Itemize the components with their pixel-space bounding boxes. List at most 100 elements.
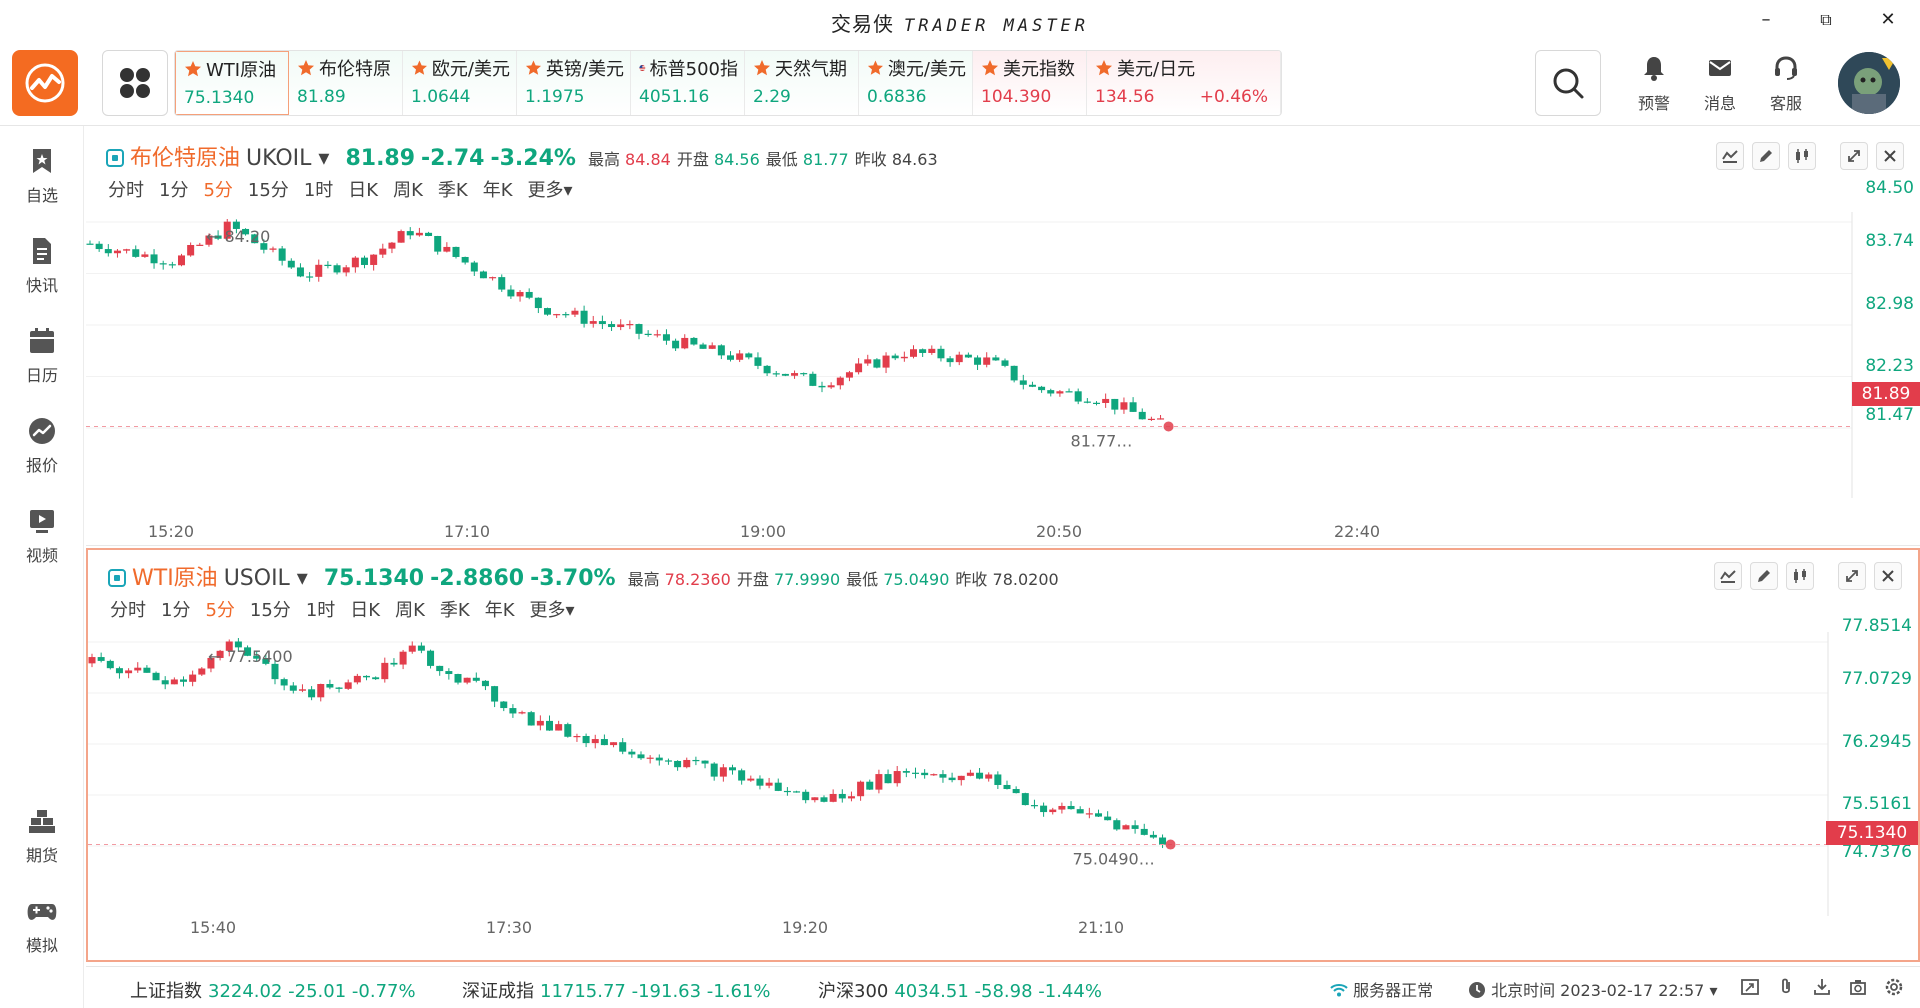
candle-body [783,790,791,793]
wifi-icon [1330,984,1348,997]
candle-body [178,255,185,266]
search-button[interactable] [1535,50,1601,116]
star-icon [411,60,427,75]
low-label: 最低 [765,150,798,169]
chart-type-button[interactable] [1786,562,1814,590]
ticker-item[interactable]: 欧元/美元 1.0644 [403,51,517,115]
ticker-item[interactable]: 布伦特原 81.89 [289,51,403,115]
chart-type-button[interactable] [1788,142,1816,170]
candle-body [406,231,414,236]
ticker-item[interactable]: 澳元/美元 0.6836 [859,51,973,115]
chart-header: WTI原油 USOIL ▾ 75.1340 -2.8860 -3.70% 最高 … [108,560,1059,591]
indicator-button[interactable] [1714,562,1742,590]
candle-body [388,242,396,249]
period-tab[interactable]: 周K [393,180,423,201]
period-tab[interactable]: 分时 [110,600,146,621]
close-chart-button[interactable] [1876,142,1904,170]
period-tab[interactable]: 分时 [108,180,144,201]
expand-button[interactable] [1840,142,1868,170]
instrument-code[interactable]: UKOIL ▾ [246,146,330,171]
draw-button[interactable] [1750,562,1778,590]
sidebar-item-quotes[interactable]: 报价 [0,416,84,476]
minimize-button[interactable]: – [1761,9,1771,30]
window-resize-icon[interactable] [1740,977,1760,997]
indicator-button[interactable] [1716,142,1744,170]
period-tab[interactable]: 周K [395,600,425,621]
messages-button[interactable]: 消息 [1692,54,1748,114]
clock-display[interactable]: 北京时间 2023-02-17 22:57 ▾ [1468,977,1717,1001]
period-tab[interactable]: 15分 [249,600,291,621]
candle-body [610,742,618,746]
close-chart-button[interactable] [1874,562,1902,590]
sidebar-item-news[interactable]: 快讯 [0,236,84,296]
period-tab[interactable]: 年K [484,600,515,621]
draw-button[interactable] [1752,142,1780,170]
instrument-code[interactable]: USOIL ▾ [223,566,308,591]
instrument-name[interactable]: WTI原油 [132,566,218,591]
ticker-item[interactable]: 标普500指 4051.16 [631,51,745,115]
candle-body [159,263,167,265]
candle-body [672,340,680,349]
settings-icon[interactable] [1884,977,1904,997]
app-logo[interactable] [12,50,78,116]
support-button[interactable]: 客服 [1758,54,1814,114]
download-icon[interactable] [1812,977,1832,997]
period-tab[interactable]: 1分 [161,600,191,621]
sidebar-item-simulation[interactable]: 模拟 [0,896,84,956]
period-tab[interactable]: 1时 [305,600,336,621]
candle-body [436,665,444,672]
candle-body [809,373,817,386]
period-tab[interactable]: 日K [350,600,381,621]
ticker-item[interactable]: WTI原油 75.1340 [175,51,289,115]
candle-body [662,334,670,341]
period-tab[interactable]: 更多▾ [529,600,575,621]
candle-body [536,720,544,726]
sidebar-item-watchlist[interactable]: 自选 [0,146,84,206]
candle-body [738,770,746,781]
period-tab[interactable]: 更多▾ [527,180,573,201]
screenshot-icon[interactable] [1848,977,1868,997]
price-axis-label: 75.5161 [1841,794,1912,814]
candle-body [1012,789,1020,794]
candle-body [479,271,487,279]
index-name: 深证成指 [462,981,534,1002]
period-tab[interactable]: 季K [439,600,470,621]
expand-button[interactable] [1838,562,1866,590]
period-tab[interactable]: 5分 [203,180,233,201]
restore-button[interactable]: ⧉ [1820,10,1832,29]
indicator-icon [1720,570,1736,583]
app-grid-button[interactable] [102,50,168,116]
candle-body [976,772,984,779]
period-tab[interactable]: 15分 [247,180,289,201]
period-tab[interactable]: 日K [348,180,379,201]
sidebar-item-calendar[interactable]: 日历 [0,326,84,386]
candle-body [710,763,718,777]
candle-body [168,264,176,266]
alert-button[interactable]: 预警 [1626,54,1682,114]
ticker-item[interactable]: 天然气期 2.29 [745,51,859,115]
ticker-name: 英镑/美元 [545,59,624,80]
period-tab[interactable]: 1时 [303,180,334,201]
sidebar-item-futures[interactable]: 期货 [0,806,84,866]
user-avatar[interactable] [1838,52,1900,114]
candle-body [115,668,123,674]
candlestick-chart[interactable]: ← 84.20 81.77… [86,212,1920,546]
period-tab[interactable]: 1分 [159,180,189,201]
index-shenzhen[interactable]: 深证成指 11715.77 -191.63 -1.61% [462,977,770,1003]
attachment-icon[interactable] [1776,977,1796,997]
index-csi300[interactable]: 沪深300 4034.51 -58.98 -1.44% [818,977,1102,1003]
close-button[interactable]: ✕ [1880,9,1896,30]
candle-body [717,345,725,356]
min-price-label: 81.77… [1071,431,1133,450]
candle-body [701,760,709,764]
instrument-name[interactable]: 布伦特原油 [130,146,241,171]
candlestick-chart[interactable]: ← 77.5400 75.0490… [88,632,1918,962]
period-tab[interactable]: 5分 [205,600,235,621]
period-tab[interactable]: 季K [437,180,468,201]
ticker-item[interactable]: 美元指数 104.390 [973,51,1087,115]
ticker-item[interactable]: 美元/日元 134.56 +0.46% [1087,51,1281,115]
sidebar-item-video[interactable]: 视频 [0,506,84,566]
period-tab[interactable]: 年K [482,180,513,201]
ticker-item[interactable]: 英镑/美元 1.1975 [517,51,631,115]
index-shanghai[interactable]: 上证指数 3224.02 -25.01 -0.77% [130,977,416,1003]
